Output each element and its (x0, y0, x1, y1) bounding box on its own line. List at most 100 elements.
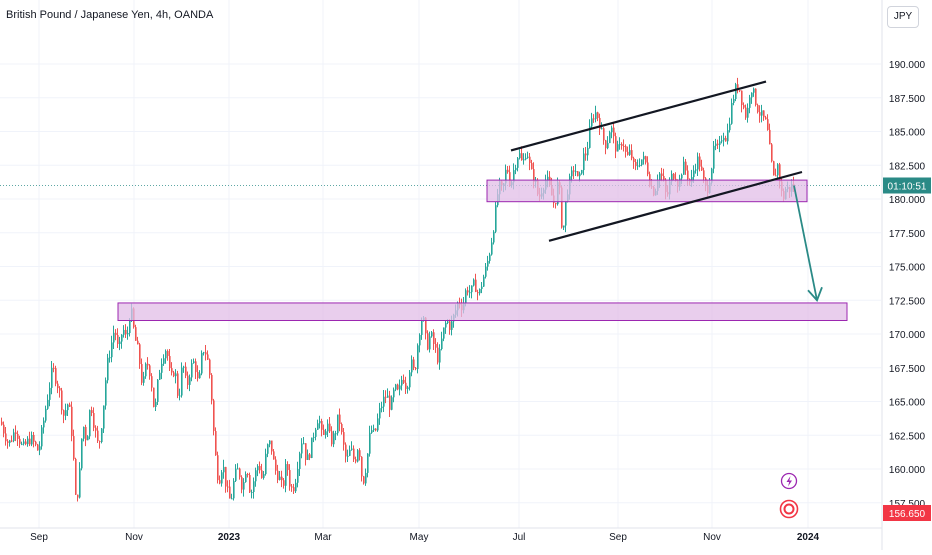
candle-body (31, 434, 33, 445)
time-tick-label: Nov (703, 532, 721, 543)
candle-body (321, 420, 323, 430)
candle-body (483, 276, 485, 287)
candle-body (109, 357, 111, 359)
candle-body (155, 401, 157, 407)
time-axis[interactable]: Sep Nov 2023 Mar May Jul Sep Nov 2024 (0, 527, 882, 543)
candle-body (83, 426, 85, 439)
support-zone[interactable] (117, 302, 848, 322)
candle-body (471, 285, 473, 293)
candle-body (699, 156, 701, 167)
candle-body (469, 292, 471, 294)
candle-body (89, 410, 91, 437)
candle-body (617, 144, 619, 152)
candle-body (53, 367, 55, 369)
candle-body (401, 379, 403, 386)
candle-body (589, 126, 591, 148)
candle-body (157, 379, 159, 402)
candle-body (571, 170, 573, 177)
candle-body (323, 429, 325, 435)
price-tick-label: 185.000 (889, 128, 926, 139)
candle-body (353, 448, 355, 460)
candle-body (167, 351, 169, 357)
candle-body (719, 141, 721, 145)
candle-body (625, 146, 627, 152)
time-tick-label: May (410, 532, 429, 543)
candle-body (9, 440, 11, 443)
candle-body (49, 387, 51, 400)
candle-body (65, 410, 67, 416)
candle-body (581, 170, 583, 174)
price-tick-label: 167.500 (889, 364, 926, 375)
candle-body (573, 170, 575, 172)
candle-body (607, 143, 609, 149)
candle-body (563, 225, 565, 228)
candle-body (629, 150, 631, 155)
candle-body (337, 414, 339, 434)
candle-body (193, 361, 195, 364)
price-tick-label: 190.000 (889, 60, 926, 71)
candle-body (757, 104, 759, 113)
candle-body (729, 123, 731, 131)
candle-body (55, 368, 57, 384)
candle-body (415, 367, 417, 369)
candle-body (219, 480, 221, 484)
currency-badge[interactable]: JPY (887, 6, 919, 28)
candle-body (547, 176, 549, 181)
candle-body (385, 396, 387, 398)
candle-body (233, 480, 235, 499)
candle-body (43, 420, 45, 428)
candle-body (369, 432, 371, 454)
candle-body (153, 387, 155, 407)
projection-arrow-head[interactable] (807, 286, 823, 302)
candle-body (21, 443, 23, 445)
candle-body (231, 498, 233, 500)
candle-body (189, 377, 191, 385)
candle-body (529, 156, 531, 164)
channel-lower-line[interactable] (548, 170, 803, 242)
candle-body (303, 443, 305, 445)
candle-body (661, 173, 663, 176)
candle-body (117, 335, 119, 345)
candle-body (375, 428, 377, 431)
candle-body (531, 163, 533, 170)
candle-body (383, 396, 385, 407)
candle-body (113, 332, 115, 343)
candle-body (437, 347, 439, 363)
projection-arrow-line[interactable] (793, 185, 818, 301)
candle-body (749, 97, 751, 108)
candle-body (57, 383, 59, 389)
candle-body (103, 405, 105, 429)
candle-body (209, 359, 211, 375)
candle-body (741, 90, 743, 106)
last-price-label: 156.650 (889, 509, 926, 520)
channel-upper-line[interactable] (510, 80, 767, 152)
candle-body (93, 413, 95, 428)
candle-body (433, 332, 435, 345)
candle-body (407, 387, 409, 390)
price-axis[interactable]: 190.000 187.500 185.000 182.500 180.000 177.5… (881, 0, 931, 550)
candle-body (759, 112, 761, 116)
candle-body (183, 366, 185, 368)
resistance-zone[interactable] (486, 179, 808, 203)
last-price-badge (883, 505, 931, 521)
candle-body (773, 161, 775, 176)
candle-body (45, 408, 47, 421)
candle-body (441, 338, 443, 350)
candle-body (299, 453, 301, 469)
record-icon[interactable] (779, 499, 799, 519)
candle-body (393, 389, 395, 398)
candle-body (711, 168, 713, 183)
candle-body (307, 454, 309, 460)
candle-body (127, 332, 129, 335)
candle-body (265, 453, 267, 475)
candle-body (765, 117, 767, 120)
candle-body (623, 145, 625, 147)
candle-body (313, 436, 315, 438)
annotations[interactable] (0, 80, 881, 519)
candle-body (775, 175, 777, 177)
candle-body (207, 354, 209, 360)
candle-body (431, 332, 433, 337)
flash-icon[interactable] (780, 472, 798, 490)
